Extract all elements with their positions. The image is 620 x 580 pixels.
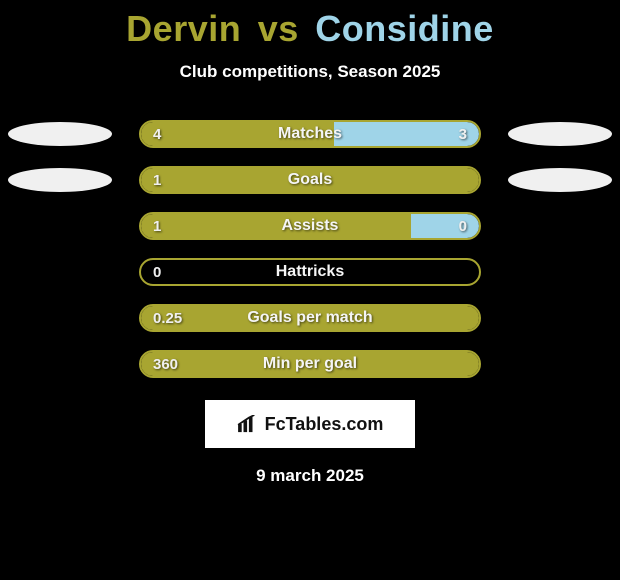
subtitle: Club competitions, Season 2025 [0, 62, 620, 82]
ellipse-left [8, 168, 112, 192]
stat-row: 0.25Goals per match [0, 304, 620, 332]
stat-row: 43Matches [0, 120, 620, 148]
date-text: 9 march 2025 [0, 466, 620, 486]
stat-row: 1Goals [0, 166, 620, 194]
title-player1: Dervin [126, 8, 241, 49]
bar-label: Min per goal [141, 352, 479, 376]
stat-row: 0Hattricks [0, 258, 620, 286]
ellipse-right [508, 122, 612, 146]
bar-track: 0.25Goals per match [139, 304, 481, 332]
bar-track: 0Hattricks [139, 258, 481, 286]
bar-label: Hattricks [141, 260, 479, 284]
bar-track: 1Goals [139, 166, 481, 194]
bar-track: 360Min per goal [139, 350, 481, 378]
ellipse-left [8, 122, 112, 146]
bar-label: Matches [141, 122, 479, 146]
title-player2: Considine [315, 8, 494, 49]
bar-label: Assists [141, 214, 479, 238]
bar-label: Goals [141, 168, 479, 192]
bar-track: 43Matches [139, 120, 481, 148]
logo-text: FcTables.com [265, 414, 384, 435]
stats-chart: 43Matches 1Goals 10Assists 0Hattricks 0.25Go… [0, 120, 620, 378]
chart-icon [237, 415, 259, 433]
logo-badge: FcTables.com [205, 400, 415, 448]
page-title: Dervin vs Considine [0, 0, 620, 50]
bar-label: Goals per match [141, 306, 479, 330]
stat-row: 360Min per goal [0, 350, 620, 378]
ellipse-right [508, 168, 612, 192]
stat-row: 10Assists [0, 212, 620, 240]
bar-track: 10Assists [139, 212, 481, 240]
title-vs: vs [258, 8, 299, 49]
